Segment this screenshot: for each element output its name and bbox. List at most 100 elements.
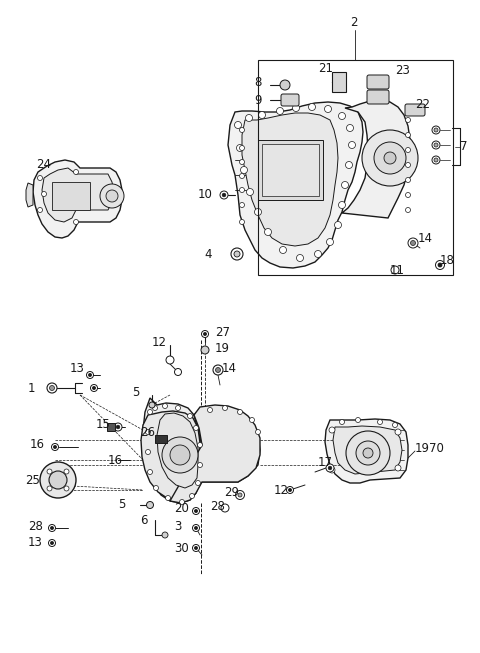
Text: 20: 20 [174,503,189,515]
Circle shape [194,526,198,530]
Text: 27: 27 [215,325,230,338]
Circle shape [432,141,440,149]
Circle shape [194,509,198,513]
Circle shape [204,332,206,336]
Text: 19: 19 [215,343,230,355]
Circle shape [374,142,406,174]
Circle shape [434,128,438,132]
Circle shape [116,425,120,429]
Circle shape [170,445,190,465]
Text: 13: 13 [70,362,85,375]
Circle shape [238,493,242,497]
Circle shape [356,417,360,422]
Circle shape [114,423,122,431]
Circle shape [240,159,244,165]
Circle shape [288,488,291,492]
Circle shape [434,158,438,162]
Circle shape [326,464,334,472]
Circle shape [175,368,181,375]
Text: 22: 22 [415,99,430,112]
Text: 5: 5 [132,387,139,400]
Circle shape [50,526,54,530]
Circle shape [37,176,43,180]
Circle shape [207,407,213,413]
Circle shape [47,383,57,393]
Circle shape [197,462,203,468]
Circle shape [406,148,410,153]
Circle shape [259,112,265,118]
Circle shape [250,417,254,422]
Text: 23: 23 [395,63,410,76]
Circle shape [195,481,201,485]
Circle shape [240,146,244,150]
Circle shape [234,251,240,257]
Polygon shape [42,168,114,222]
Bar [107,423,115,431]
Circle shape [326,238,334,246]
Circle shape [406,208,410,212]
Polygon shape [228,102,363,268]
Circle shape [410,240,416,246]
Circle shape [40,462,76,498]
Text: 9: 9 [254,93,262,106]
Circle shape [147,409,153,415]
Circle shape [166,356,174,364]
Bar [155,435,167,443]
Circle shape [194,547,198,550]
Circle shape [406,163,410,168]
Circle shape [434,143,438,147]
Circle shape [255,430,261,434]
Circle shape [235,121,241,129]
Circle shape [406,133,410,138]
Bar [332,72,346,92]
Circle shape [154,485,158,490]
Text: 16: 16 [30,438,45,451]
Circle shape [176,406,180,411]
Circle shape [264,229,272,236]
Text: 12: 12 [274,483,289,496]
Circle shape [324,106,332,112]
Circle shape [147,470,153,475]
Polygon shape [194,407,260,482]
FancyBboxPatch shape [367,75,389,89]
Circle shape [314,251,322,257]
Circle shape [88,374,92,377]
Circle shape [341,182,348,189]
Text: 25: 25 [25,473,40,486]
Circle shape [64,486,69,491]
Circle shape [50,541,54,545]
Circle shape [48,524,56,532]
Circle shape [162,532,168,538]
Polygon shape [33,160,122,238]
Circle shape [213,365,223,375]
Circle shape [192,507,200,515]
Circle shape [192,524,200,532]
Circle shape [106,190,118,202]
Circle shape [49,385,55,390]
Circle shape [237,144,243,151]
Circle shape [408,238,418,248]
Circle shape [346,431,390,475]
Circle shape [335,221,341,229]
Circle shape [395,429,401,435]
Circle shape [73,170,79,174]
Bar [52,182,90,210]
Circle shape [37,208,43,212]
Circle shape [362,130,418,186]
Circle shape [435,261,444,270]
Circle shape [91,385,97,392]
Text: 29: 29 [224,486,239,500]
Circle shape [276,108,284,114]
Circle shape [231,248,243,260]
Text: 12: 12 [152,336,167,349]
Polygon shape [26,183,33,207]
Polygon shape [242,113,338,246]
Circle shape [149,402,155,408]
Text: 14: 14 [222,362,237,375]
Text: 13: 13 [28,537,43,550]
Circle shape [406,193,410,197]
Circle shape [145,449,151,454]
Circle shape [64,469,69,474]
Circle shape [238,409,242,415]
Polygon shape [333,426,402,474]
